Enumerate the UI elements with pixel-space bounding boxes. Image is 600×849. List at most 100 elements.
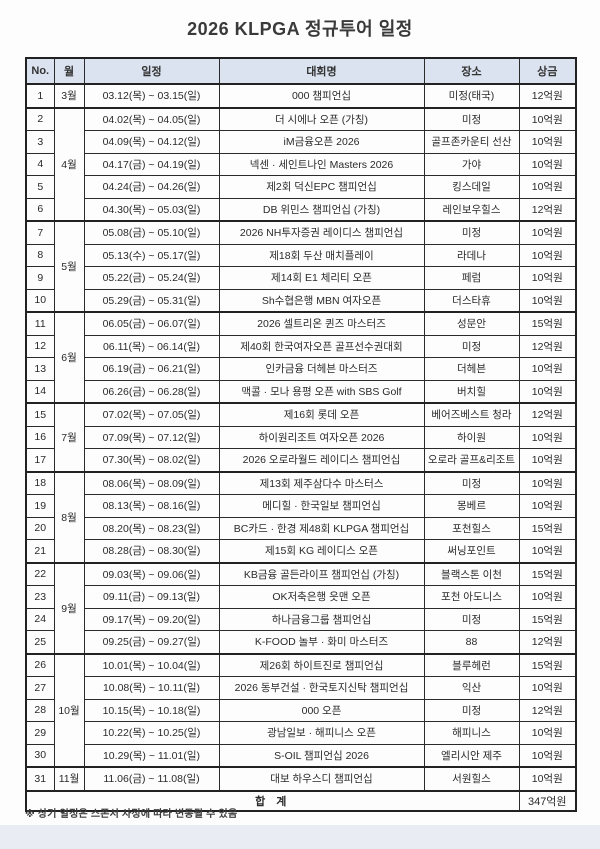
row-number-cell: 19: [25, 494, 55, 518]
row-number-cell: 13: [25, 357, 55, 381]
tournament-name-cell: 메디힐 · 한국일보 챔피언십: [218, 494, 425, 518]
prize-cell: 10억원: [518, 494, 577, 518]
tournament-name-cell: iM금융오픈 2026: [218, 130, 425, 154]
venue-cell: 88: [423, 630, 520, 654]
column-header-tournament: 대회명: [218, 57, 425, 85]
tournament-name-cell: 제15회 KG 레이디스 오픈: [218, 539, 425, 563]
column-header-prize: 상금: [518, 57, 577, 85]
prize-cell: 10억원: [518, 766, 577, 791]
row-number-cell: 1: [25, 83, 55, 108]
row-number-cell: 22: [25, 561, 55, 586]
tournament-name-cell: 제26회 하이트진로 챔피언십: [218, 652, 425, 677]
table-row: 20 08.20(목) ~ 08.23(일) BC카드 · 한경 제48회 KLPG…: [25, 516, 577, 540]
table-row: 21 08.28(금) ~ 08.30(일) 제15회 KG 레이디스 오픈 써닝포인…: [25, 539, 577, 563]
venue-cell: 엘리시안 제주: [423, 743, 520, 768]
table-row: 3 04.09(목) ~ 04.12(일) iM금융오픈 2026 골프존카운티 선산…: [25, 130, 577, 154]
table-row: 13 06.19(금) ~ 06.21(일) 인카금융 더헤븐 마스터즈 더헤븐 10억…: [25, 357, 577, 381]
tournament-name-cell: 제18회 두산 매치플레이: [218, 243, 425, 267]
dates-cell: 08.20(목) ~ 08.23(일): [83, 516, 220, 540]
tournament-name-cell: 제16회 롯데 오픈: [218, 402, 425, 427]
tournament-name-cell: 2026 NH투자증권 레이디스 챔피언십: [218, 220, 425, 245]
prize-cell: 10억원: [518, 743, 577, 768]
row-number-cell: 3: [25, 130, 55, 154]
dates-cell: 09.11(금) ~ 09.13(일): [83, 585, 220, 609]
table-row: 14 06.26(금) ~ 06.28(일) 맥콜 · 모나 용평 오픈 with …: [25, 379, 577, 404]
header-row: No. 월 일정 대회명 장소 상금: [25, 57, 577, 85]
tournament-name-cell: OK저축은행 읏맨 오픈: [218, 585, 425, 609]
prize-cell: 10억원: [518, 379, 577, 404]
venue-cell: 미정: [423, 106, 520, 131]
tournament-name-cell: BC카드 · 한경 제48회 KLPGA 챔피언십: [218, 516, 425, 540]
dates-cell: 07.30(목) ~ 08.02(일): [83, 448, 220, 472]
venue-cell: 익산: [423, 676, 520, 700]
venue-cell: 미정: [423, 470, 520, 495]
venue-cell: 미정: [423, 220, 520, 245]
tournament-name-cell: 맥콜 · 모나 용평 오픈 with SBS Golf: [218, 379, 425, 404]
dates-cell: 05.22(금) ~ 05.24(일): [83, 266, 220, 290]
dates-cell: 04.24(금) ~ 04.26(일): [83, 175, 220, 199]
venue-cell: 몽베르: [423, 494, 520, 518]
venue-cell: 미정: [423, 607, 520, 631]
venue-cell: 페럼: [423, 266, 520, 290]
prize-cell: 12억원: [518, 698, 577, 722]
row-number-cell: 11: [25, 311, 55, 336]
venue-cell: 킹스데일: [423, 175, 520, 199]
venue-cell: 라데나: [423, 243, 520, 267]
dates-cell: 06.05(금) ~ 06.07(일): [83, 311, 220, 336]
venue-cell: 레인보우힐스: [423, 197, 520, 222]
row-number-cell: 31: [25, 766, 55, 791]
dates-cell: 05.08(금) ~ 05.10(일): [83, 220, 220, 245]
row-number-cell: 10: [25, 288, 55, 313]
prize-cell: 10억원: [518, 106, 577, 131]
prize-cell: 10억원: [518, 357, 577, 381]
row-number-cell: 5: [25, 175, 55, 199]
venue-cell: 골프존카운티 선산: [423, 130, 520, 154]
tournament-name-cell: 2026 셀트리온 퀸즈 마스터즈: [218, 311, 425, 336]
tournament-name-cell: 2026 동부건설 · 한국토지신탁 챔피언십: [218, 676, 425, 700]
tournament-name-cell: 제13회 제주삼다수 마스터스: [218, 470, 425, 495]
prize-cell: 10억원: [518, 266, 577, 290]
prize-cell: 15억원: [518, 516, 577, 540]
row-number-cell: 25: [25, 630, 55, 654]
venue-cell: 오로라 골프&리조트: [423, 448, 520, 472]
prize-cell: 12억원: [518, 197, 577, 222]
tournament-name-cell: K-FOOD 놀부 · 화미 마스터즈: [218, 630, 425, 654]
prize-cell: 10억원: [518, 539, 577, 563]
row-number-cell: 6: [25, 197, 55, 222]
tournament-name-cell: 제40회 한국여자오픈 골프선수권대회: [218, 334, 425, 358]
month-cell: 8월: [53, 470, 85, 563]
prize-cell: 12억원: [518, 630, 577, 654]
month-cell: 10월: [53, 652, 85, 768]
dates-cell: 06.11(목) ~ 06.14(일): [83, 334, 220, 358]
prize-cell: 10억원: [518, 288, 577, 313]
tournament-name-cell: KB금융 골든라이프 챔피언십 (가칭): [218, 561, 425, 586]
venue-cell: 해피니스: [423, 721, 520, 745]
total-label-cell: 합 계: [25, 789, 520, 811]
prize-cell: 15억원: [518, 311, 577, 336]
tournament-name-cell: 제2회 덕신EPC 챔피언십: [218, 175, 425, 199]
venue-cell: 써닝포인트: [423, 539, 520, 563]
venue-cell: 가야: [423, 152, 520, 176]
dates-cell: 03.12(목) ~ 03.15(일): [83, 83, 220, 108]
month-cell: 7월: [53, 402, 85, 472]
dates-cell: 04.02(목) ~ 04.05(일): [83, 106, 220, 131]
venue-cell: 미정: [423, 698, 520, 722]
tournament-name-cell: S-OIL 챔피언십 2026: [218, 743, 425, 768]
row-number-cell: 2: [25, 106, 55, 131]
row-number-cell: 29: [25, 721, 55, 745]
tournament-name-cell: 제14회 E1 체리티 오픈: [218, 266, 425, 290]
page-title: 2026 KLPGA 정규투어 일정: [187, 19, 413, 39]
tournament-name-cell: Sh수협은행 MBN 여자오픈: [218, 288, 425, 313]
row-number-cell: 26: [25, 652, 55, 677]
dates-cell: 04.17(금) ~ 04.19(일): [83, 152, 220, 176]
dates-cell: 09.03(목) ~ 09.06(일): [83, 561, 220, 586]
prize-cell: 15억원: [518, 607, 577, 631]
row-number-cell: 23: [25, 585, 55, 609]
month-cell: 3월: [53, 83, 85, 108]
table-row: 4 04.17(금) ~ 04.19(일) 넥센 · 세인트나인 Masters 2…: [25, 152, 577, 176]
table-row: 23 09.11(금) ~ 09.13(일) OK저축은행 읏맨 오픈 포천 아도니스…: [25, 585, 577, 609]
venue-cell: 서원힐스: [423, 766, 520, 791]
tournament-name-cell: 000 오픈: [218, 698, 425, 722]
table-row: 28 10.15(목) ~ 10.18(일) 000 오픈 미정 12억원: [25, 698, 577, 722]
dates-cell: 05.29(금) ~ 05.31(일): [83, 288, 220, 313]
